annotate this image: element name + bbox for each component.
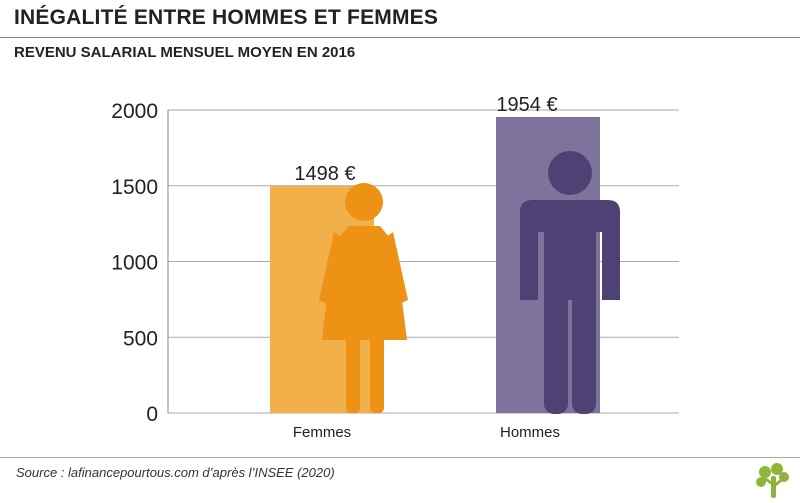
x-tick-label: Femmes bbox=[293, 424, 351, 441]
y-axis-tick-labels: 0 500 1000 1500 2000 bbox=[111, 100, 158, 426]
chart-subtitle: REVENU SALARIAL MENSUEL MOYEN EN 2016 bbox=[14, 44, 356, 61]
tree-logo-icon bbox=[756, 463, 789, 498]
y-tick-label: 1000 bbox=[111, 252, 158, 275]
y-tick-label: 0 bbox=[146, 403, 158, 426]
chart-title: INÉGALITÉ ENTRE HOMMES ET FEMMES bbox=[14, 6, 439, 29]
title-divider bbox=[0, 37, 800, 38]
y-tick-label: 1500 bbox=[111, 176, 158, 199]
x-tick-label: Hommes bbox=[500, 424, 560, 441]
y-tick-label: 2000 bbox=[111, 100, 158, 123]
woman-icon bbox=[319, 183, 408, 413]
data-label: 1498 € bbox=[294, 163, 355, 185]
figures bbox=[319, 151, 620, 414]
y-tick-label: 500 bbox=[123, 327, 158, 350]
x-axis-category-labels: Femmes Hommes bbox=[293, 424, 560, 441]
source-note: Source : lafinancepourtous.com d’après l… bbox=[16, 465, 335, 480]
footer-divider bbox=[0, 457, 800, 458]
data-labels: 1498 € 1954 € bbox=[294, 94, 557, 185]
man-icon bbox=[520, 151, 620, 414]
data-label: 1954 € bbox=[496, 94, 557, 116]
